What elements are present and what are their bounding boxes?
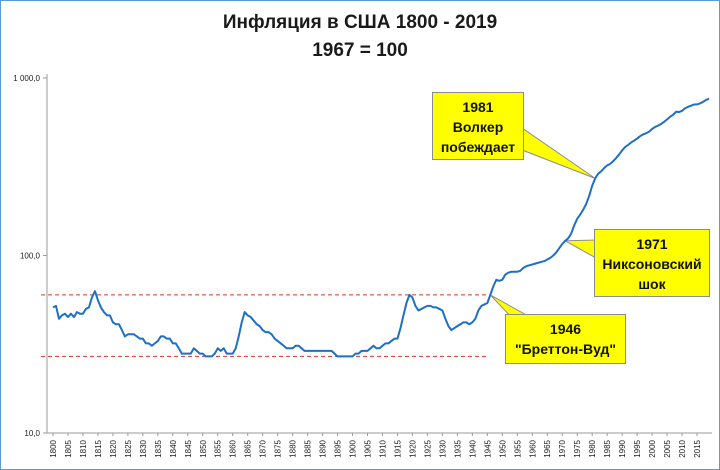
annotation-bretton-line-1: 1946 (549, 321, 582, 337)
x-tick-label: 1840 (169, 439, 178, 457)
x-tick-label: 1905 (364, 439, 373, 457)
x-tick-label: 1820 (109, 439, 118, 457)
annotation-volcker-line-2: Волкер (452, 119, 504, 135)
annotation-nixon-line-3: шок (638, 276, 666, 292)
x-tick-label: 1845 (184, 439, 193, 457)
x-tick-label: 1970 (558, 439, 567, 457)
x-tick-label: 1830 (139, 439, 148, 457)
x-tick-label: 1800 (49, 439, 58, 457)
callout-pointer (563, 239, 597, 259)
annotation-nixon-shock: 1971 Никсоновский шок (594, 229, 710, 297)
x-tick-label: 1990 (618, 439, 627, 457)
x-tick-label: 1865 (244, 439, 253, 457)
annotation-volcker-line-3: побеждает (440, 139, 516, 155)
x-tick-label: 1935 (453, 439, 462, 457)
x-tick-label: 1805 (64, 439, 73, 457)
chart-subtitle: 1967 = 100 (312, 40, 408, 61)
x-tick-label: 1995 (633, 439, 642, 457)
y-tick-label: 10,0 (24, 429, 40, 438)
x-tick-label: 1895 (334, 439, 343, 457)
x-tick-label: 1915 (393, 439, 402, 457)
x-tick-label: 1980 (588, 439, 597, 457)
x-tick-label: 1955 (513, 439, 522, 457)
callout-pointers (489, 127, 597, 319)
annotation-nixon-line-2: Никсоновский (602, 256, 702, 272)
x-tick-label: 1875 (274, 439, 283, 457)
x-tick-label: 1965 (543, 439, 552, 457)
x-tick-label: 2000 (648, 439, 657, 457)
x-tick-label: 1940 (468, 439, 477, 457)
x-tick-label: 1900 (349, 439, 358, 457)
y-tick-label: 100,0 (20, 252, 41, 261)
x-tick-label: 1825 (124, 439, 133, 457)
reference-lines (40, 294, 487, 357)
annotation-volcker: 1981 Волкер побеждает (432, 92, 524, 160)
annotation-nixon-line-1: 1971 (636, 236, 668, 252)
x-tick-label: 1985 (603, 439, 612, 457)
x-tick-label: 2015 (693, 439, 702, 457)
x-tick-label: 1835 (154, 439, 163, 457)
y-axis: 10,0 100,0 1 000,0 (13, 74, 48, 438)
x-tick-label: 2005 (663, 439, 672, 457)
chart-title: Инфляция в США 1800 - 2019 (222, 12, 498, 33)
y-tick-label: 1 000,0 (13, 74, 40, 83)
x-axis: 1800 1805 1810 1815 1820 1825 1830 1835 1840 1845… (47, 432, 712, 458)
x-tick-label: 2010 (678, 439, 687, 457)
x-tick-label: 1815 (94, 439, 103, 457)
x-tick-label: 1810 (79, 439, 88, 457)
x-tick-label: 1870 (259, 439, 268, 457)
x-tick-label: 1950 (498, 439, 507, 457)
x-tick-label: 1885 (304, 439, 313, 457)
x-tick-label: 1960 (528, 439, 537, 457)
x-tick-label: 1880 (289, 439, 298, 457)
x-tick-label: 1860 (229, 439, 238, 457)
x-tick-label: 1855 (214, 439, 223, 457)
x-tick-label: 1910 (378, 439, 387, 457)
annotation-bretton-woods: 1946 "Бреттон-Вуд" (505, 314, 626, 364)
annotation-bretton-line-2: "Бреттон-Вуд" (514, 341, 617, 357)
callout-pointer (521, 127, 596, 179)
x-tick-label: 1920 (408, 439, 417, 457)
series-group (52, 97, 710, 358)
x-tick-label: 1930 (438, 439, 447, 457)
x-tick-label: 1975 (573, 439, 582, 457)
series-line (52, 97, 710, 358)
x-tick-label: 1945 (483, 439, 492, 457)
x-tick-label: 1925 (423, 439, 432, 457)
annotation-volcker-line-1: 1981 (462, 99, 494, 115)
x-tick-label: 1890 (319, 439, 328, 457)
x-tick-label: 1850 (199, 439, 208, 457)
